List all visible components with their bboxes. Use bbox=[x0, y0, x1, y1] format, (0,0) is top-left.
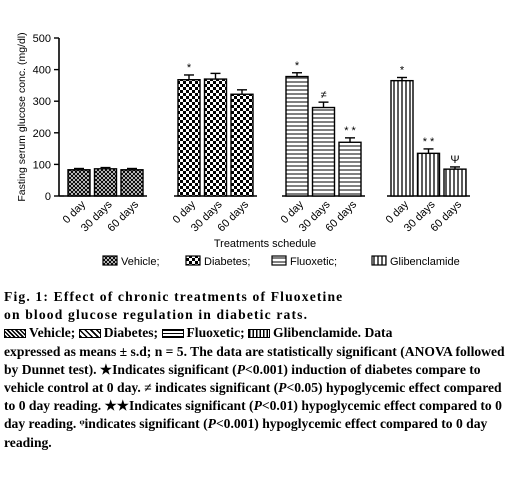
bar bbox=[285, 75, 309, 197]
caption-legend-vehicle: Vehicle; bbox=[29, 325, 76, 341]
caption-legend-fluoxetic: Fluoxetic; bbox=[186, 325, 245, 341]
figure-caption: Fig. 1: Effect of chronic treatments of … bbox=[4, 288, 508, 452]
y-tick-label: 0 bbox=[45, 191, 51, 203]
significance-mark: ≠ bbox=[320, 89, 326, 101]
caption-text-3: <0.05) hypoglycemic effect compared to 0… bbox=[4, 380, 502, 414]
caption-p-2: P bbox=[278, 380, 287, 396]
legend: Vehicle; Diabetes; Fluoxetic; Glibenclamide bbox=[102, 255, 460, 268]
bar bbox=[67, 169, 91, 197]
significance-mark: * bbox=[187, 62, 192, 74]
caption-after-legend: Data bbox=[364, 325, 393, 341]
significance-mark: * bbox=[295, 60, 300, 72]
glibenclamide-swatch-icon bbox=[248, 329, 271, 339]
caption-legend-glibenclamide: Glibenclamide. bbox=[273, 325, 362, 341]
legend-swatch-glibenclamide bbox=[371, 255, 387, 266]
significance-mark: * * bbox=[344, 125, 356, 137]
y-axis-label: Fasting serum glucose conc. (mg/dl) bbox=[16, 32, 28, 201]
caption-p-4: P bbox=[207, 416, 216, 432]
caption-text-2: <0.001) induction of diabetes compare to… bbox=[4, 361, 481, 396]
legend-label-glibenclamide: Glibenclamide bbox=[390, 256, 460, 268]
vehicle-swatch-icon bbox=[4, 329, 26, 339]
legend-swatch-diabetes bbox=[185, 255, 201, 266]
significance-mark: Ψ bbox=[450, 154, 459, 166]
bars-layer bbox=[67, 72, 467, 197]
caption-line-2: on blood glucose regulation in diabetic … bbox=[4, 307, 309, 323]
bar bbox=[120, 169, 144, 197]
significance-mark: * bbox=[400, 65, 405, 77]
bar bbox=[203, 78, 228, 197]
bar bbox=[177, 79, 201, 197]
y-tick-label: 200 bbox=[33, 128, 51, 140]
y-tick-label: 400 bbox=[33, 65, 51, 77]
y-tick-label: 100 bbox=[33, 159, 51, 171]
bar bbox=[93, 168, 118, 197]
significance-mark: * * bbox=[423, 136, 435, 148]
bar bbox=[416, 152, 441, 197]
y-tick-label: 300 bbox=[33, 96, 51, 108]
legend-label-diabetes: Diabetes; bbox=[204, 256, 250, 268]
bar bbox=[230, 93, 254, 197]
caption-p-3: P bbox=[253, 398, 262, 414]
legend-swatch-fluoxetic bbox=[271, 255, 287, 266]
legend-label-vehicle: Vehicle; bbox=[121, 256, 160, 268]
caption-p-1: P bbox=[236, 361, 246, 377]
caption-text-5: <0.001) hypoglycemic effect compared to … bbox=[4, 416, 488, 450]
caption-text-4: <0.01) hypoglycemic effect compared to 0… bbox=[4, 398, 502, 432]
legend-label-fluoxetic: Fluoxetic; bbox=[290, 256, 337, 268]
legend-swatch-vehicle bbox=[102, 255, 118, 266]
caption-legend-diabetes: Diabetes; bbox=[103, 325, 159, 341]
bar bbox=[338, 141, 362, 197]
caption-text-1: expressed as means ± s.d; n = 5. The dat… bbox=[4, 343, 505, 377]
bar bbox=[443, 168, 467, 197]
fluoxetic-swatch-icon bbox=[161, 329, 184, 339]
bar-chart: 0 100 200 300 400 500 Fasting serum glucose co… bbox=[16, 32, 470, 268]
caption-legend-line: Vehicle; Diabetes; Fluoxetic; Glibenclam… bbox=[4, 324, 508, 342]
x-axis-label: Treatments schedule bbox=[214, 238, 316, 250]
caption-line-1: Fig. 1: Effect of chronic treatments of … bbox=[4, 289, 344, 304]
bar bbox=[390, 79, 414, 197]
y-tick-label: 500 bbox=[33, 33, 51, 45]
diabetes-swatch-icon bbox=[78, 329, 101, 339]
bar bbox=[311, 106, 336, 197]
